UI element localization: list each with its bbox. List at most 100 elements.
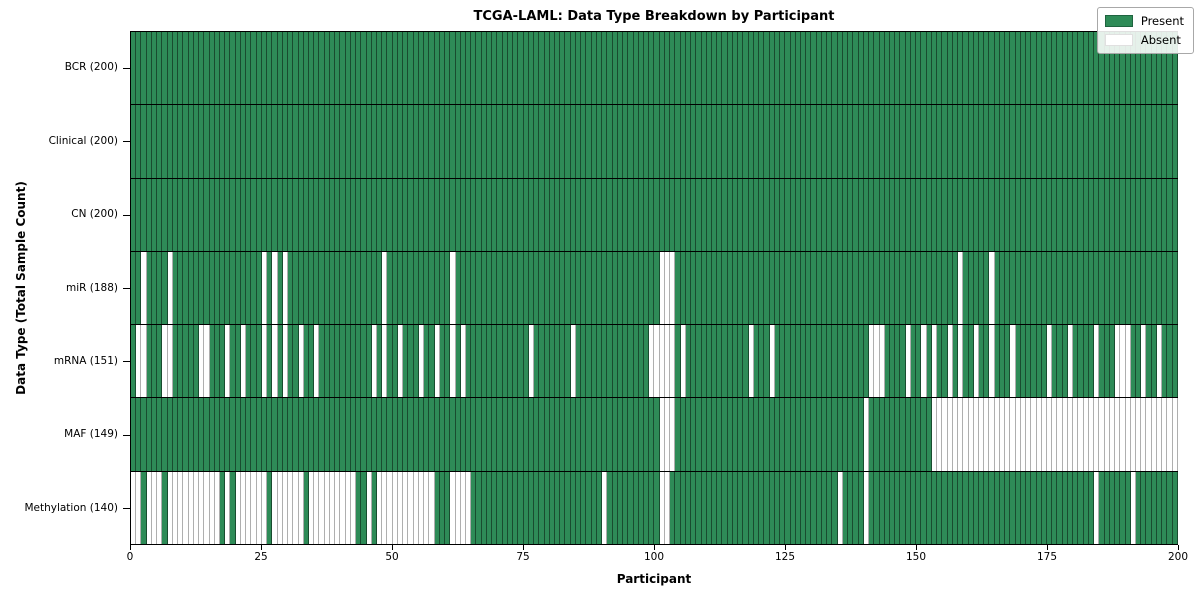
- heatmap-cell: [696, 32, 702, 105]
- heatmap-cell: [267, 251, 273, 325]
- heatmap-cell: [445, 32, 451, 105]
- heatmap-cell: [382, 325, 388, 398]
- heatmap-cell: [507, 325, 514, 398]
- heatmap-cell: [973, 251, 979, 325]
- heatmap-cell: [1146, 251, 1152, 325]
- heatmap-cell: [910, 398, 917, 471]
- heatmap-cell: [643, 105, 650, 178]
- heatmap-cell: [963, 398, 969, 471]
- heatmap-cell: [397, 251, 404, 325]
- heatmap-cell: [889, 105, 896, 178]
- heatmap-cell: [345, 471, 351, 544]
- heatmap-cell: [963, 325, 969, 398]
- heatmap-cell: [277, 105, 283, 178]
- heatmap-cell: [397, 471, 404, 544]
- heatmap-cell: [978, 178, 985, 251]
- heatmap-cell: [889, 471, 896, 544]
- heatmap-cell: [1167, 398, 1173, 471]
- heatmap-cell: [1057, 105, 1063, 178]
- heatmap-cell: [183, 105, 189, 178]
- heatmap-cell: [225, 105, 231, 178]
- heatmap-cell: [916, 32, 922, 105]
- heatmap-cell: [560, 251, 566, 325]
- heatmap-cell: [188, 32, 194, 105]
- heatmap-cell: [889, 251, 896, 325]
- xtick-label-25: 25: [254, 551, 268, 563]
- heatmap-cell: [429, 105, 435, 178]
- heatmap-cell: [408, 105, 414, 178]
- heatmap-cell: [298, 251, 304, 325]
- heatmap-cell: [408, 251, 414, 325]
- heatmap-cell: [1073, 178, 1079, 251]
- heatmap-cell: [429, 251, 435, 325]
- heatmap-cell: [1052, 251, 1058, 325]
- heatmap-cell: [973, 398, 979, 471]
- heatmap-cell: [685, 471, 692, 544]
- heatmap-cell: [1041, 398, 1048, 471]
- heatmap-cell: [513, 325, 519, 398]
- heatmap-cell: [329, 471, 336, 544]
- heatmap-cell: [481, 32, 487, 105]
- heatmap-cell: [942, 32, 948, 105]
- heatmap-cell: [1005, 471, 1011, 544]
- heatmap-cell: [298, 471, 304, 544]
- heatmap-cell: [743, 471, 749, 544]
- heatmap-cell: [958, 251, 964, 325]
- heatmap-cell: [848, 178, 854, 251]
- heatmap-cell: [586, 471, 592, 544]
- heatmap-cell: [439, 325, 446, 398]
- heatmap-cell: [1120, 32, 1126, 105]
- heatmap-cell: [397, 398, 404, 471]
- heatmap-cell: [136, 251, 142, 325]
- heatmap-cell: [607, 178, 613, 251]
- heatmap-cell: [1146, 32, 1152, 105]
- heatmap-cell: [795, 32, 801, 105]
- heatmap-cell: [272, 398, 278, 471]
- xtick-label-175: 175: [1036, 551, 1058, 563]
- heatmap-cell: [366, 105, 372, 178]
- heatmap-cell: [1094, 251, 1100, 325]
- xtick-mark: [261, 545, 262, 550]
- heatmap-cell: [1125, 105, 1131, 178]
- heatmap-cell: [816, 325, 822, 398]
- heatmap-cell: [455, 32, 461, 105]
- heatmap-cell: [617, 471, 624, 544]
- heatmap-cell: [314, 178, 320, 251]
- heatmap-cell: [240, 471, 247, 544]
- heatmap-cell: [450, 105, 456, 178]
- heatmap-cell: [502, 178, 508, 251]
- heatmap-cell: [884, 105, 890, 178]
- heatmap-cell: [989, 251, 995, 325]
- heatmap-cell: [392, 178, 398, 251]
- heatmap-cell: [1083, 32, 1089, 105]
- heatmap-cell: [638, 325, 644, 398]
- ytick-label-bcr: BCR (200): [64, 61, 118, 74]
- heatmap-cell: [1010, 105, 1016, 178]
- heatmap-cell: [910, 471, 917, 544]
- heatmap-cell: [753, 178, 760, 251]
- heatmap-cell: [649, 178, 655, 251]
- heatmap-cell: [486, 471, 493, 544]
- heatmap-cell: [926, 398, 932, 471]
- heatmap-cell: [732, 105, 739, 178]
- heatmap-cell: [1104, 471, 1110, 544]
- heatmap-cell: [643, 251, 650, 325]
- heatmap-cell: [790, 105, 796, 178]
- heatmap-cell: [774, 178, 781, 251]
- heatmap-cell: [1026, 251, 1032, 325]
- heatmap-cell: [157, 32, 163, 105]
- heatmap-cell: [329, 398, 336, 471]
- heatmap-cell: [1015, 32, 1021, 105]
- heatmap-cell: [801, 178, 807, 251]
- heatmap-cell: [157, 105, 163, 178]
- heatmap-cell: [879, 178, 885, 251]
- heatmap-cell: [272, 178, 278, 251]
- heatmap-cell: [534, 105, 540, 178]
- heatmap-cell: [958, 178, 964, 251]
- heatmap-cell: [246, 32, 252, 105]
- heatmap-cell: [178, 105, 184, 178]
- heatmap-cell: [1151, 471, 1157, 544]
- heatmap-cell: [659, 251, 665, 325]
- heatmap-cell: [659, 178, 665, 251]
- heatmap-cell: [905, 325, 911, 398]
